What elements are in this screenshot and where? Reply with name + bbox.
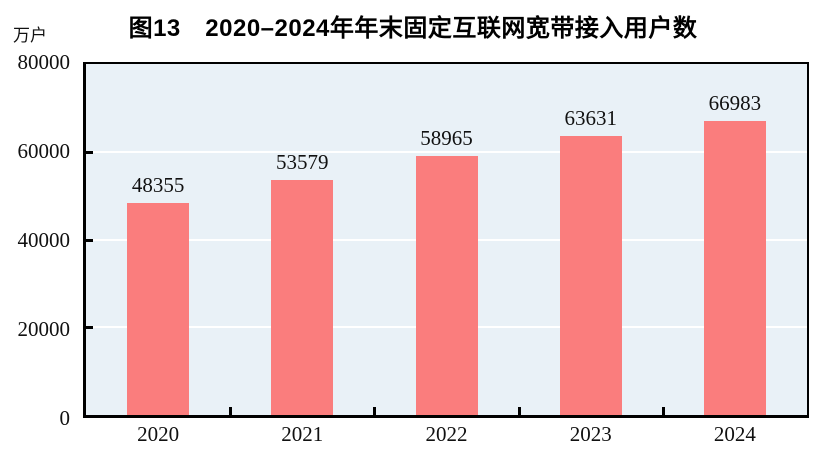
y-axis-label-60000: 60000	[17, 139, 71, 163]
x-axis-label-2020: 2020	[137, 422, 180, 446]
y-axis-label-40000: 40000	[17, 228, 71, 252]
x-axis-tick-3	[517, 407, 521, 415]
bar-value-label-2022: 58965	[420, 126, 473, 151]
bar-2020	[127, 202, 190, 415]
bar-value-label-2024: 66983	[708, 91, 762, 116]
y-axis-unit-label: 万户	[13, 26, 47, 45]
bar-2024	[703, 121, 766, 415]
x-axis-tick-2	[373, 407, 377, 415]
y-axis-label-0: 0	[59, 406, 71, 430]
chart-title: 图13 2020–2024年年末固定互联网宽带接入用户数	[128, 15, 698, 42]
bar-2023	[559, 135, 622, 415]
x-axis-label-2023: 2023	[569, 422, 612, 446]
bar-value-label-2020: 48355	[131, 172, 185, 197]
bar-2021	[271, 179, 334, 415]
gridline-60000	[86, 150, 807, 153]
x-axis-label-2022: 2022	[425, 422, 468, 446]
y-axis-tick-20000	[86, 326, 93, 330]
y-axis-tick-40000	[86, 238, 93, 242]
x-axis-label-2024: 2024	[713, 422, 756, 446]
bar-2022	[415, 156, 478, 415]
x-axis-tick-1	[229, 407, 233, 415]
plot-area: 48355 53579 58965 63631 66983	[83, 62, 809, 418]
y-axis-label-80000: 80000	[17, 50, 71, 74]
bar-value-label-2023: 63631	[564, 105, 617, 130]
bar-value-label-2021: 53579	[276, 149, 329, 174]
y-axis-label-20000: 20000	[17, 317, 71, 341]
plot-inner: 48355 53579 58965 63631 66983	[86, 64, 807, 415]
x-axis-label-2021: 2021	[281, 422, 324, 446]
y-axis-tick-60000	[86, 150, 93, 154]
x-axis-tick-4	[661, 407, 665, 415]
